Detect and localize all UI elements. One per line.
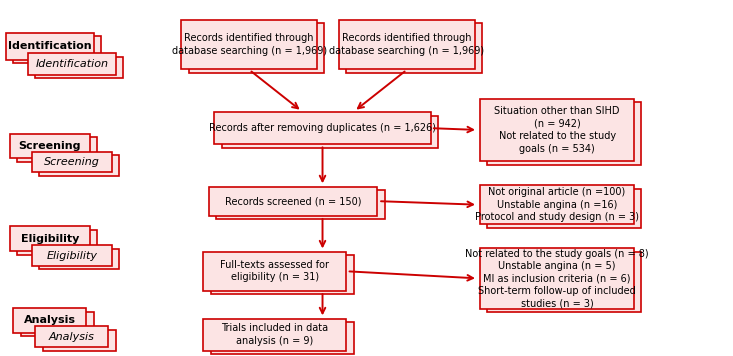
FancyBboxPatch shape xyxy=(35,57,123,78)
FancyBboxPatch shape xyxy=(39,155,119,176)
FancyBboxPatch shape xyxy=(189,23,324,73)
FancyBboxPatch shape xyxy=(487,103,641,164)
FancyBboxPatch shape xyxy=(39,249,119,269)
FancyBboxPatch shape xyxy=(203,319,346,351)
FancyBboxPatch shape xyxy=(6,33,94,59)
FancyBboxPatch shape xyxy=(17,230,97,255)
Text: Not related to the study goals (n = 8)
Unstable angina (n = 5)
MI as inclusion c: Not related to the study goals (n = 8) U… xyxy=(465,248,649,308)
FancyBboxPatch shape xyxy=(480,248,634,309)
FancyBboxPatch shape xyxy=(13,37,101,63)
Text: Not original article (n =100)
Unstable angina (n =16)
Protocol and study design : Not original article (n =100) Unstable a… xyxy=(475,187,639,222)
Text: Records screened (n = 150): Records screened (n = 150) xyxy=(225,196,361,206)
Text: Analysis: Analysis xyxy=(49,332,95,342)
FancyBboxPatch shape xyxy=(35,326,108,347)
FancyBboxPatch shape xyxy=(214,112,430,144)
FancyBboxPatch shape xyxy=(10,226,90,251)
FancyBboxPatch shape xyxy=(487,189,641,228)
FancyBboxPatch shape xyxy=(487,252,641,312)
FancyBboxPatch shape xyxy=(347,23,482,73)
FancyBboxPatch shape xyxy=(10,134,90,158)
Text: Eligibility: Eligibility xyxy=(21,234,79,244)
FancyBboxPatch shape xyxy=(43,330,116,351)
FancyBboxPatch shape xyxy=(32,245,112,266)
Text: Situation other than SIHD
(n = 942)
Not related to the study
goals (n = 534): Situation other than SIHD (n = 942) Not … xyxy=(494,106,620,153)
FancyBboxPatch shape xyxy=(17,137,97,162)
FancyBboxPatch shape xyxy=(211,322,354,354)
FancyBboxPatch shape xyxy=(480,185,634,224)
Text: Analysis: Analysis xyxy=(24,315,75,325)
Text: Identification: Identification xyxy=(8,41,92,51)
FancyBboxPatch shape xyxy=(13,308,86,333)
FancyBboxPatch shape xyxy=(32,152,112,172)
Text: Eligibility: Eligibility xyxy=(46,251,97,261)
FancyBboxPatch shape xyxy=(21,312,94,336)
FancyBboxPatch shape xyxy=(211,255,354,294)
FancyBboxPatch shape xyxy=(221,116,438,148)
Text: Full-texts assessed for
eligibility (n = 31): Full-texts assessed for eligibility (n =… xyxy=(221,260,329,282)
FancyBboxPatch shape xyxy=(216,190,385,219)
Text: Trials included in data
analysis (n = 9): Trials included in data analysis (n = 9) xyxy=(221,324,328,346)
FancyBboxPatch shape xyxy=(182,20,317,69)
Text: Screening: Screening xyxy=(44,157,100,167)
FancyBboxPatch shape xyxy=(339,20,475,69)
FancyBboxPatch shape xyxy=(203,252,346,291)
Text: Records identified through
database searching (n = 1,969): Records identified through database sear… xyxy=(172,33,327,56)
Text: Records after removing duplicates (n = 1,626): Records after removing duplicates (n = 1… xyxy=(209,123,436,133)
Text: Records identified through
database searching (n = 1,969): Records identified through database sear… xyxy=(329,33,485,56)
FancyBboxPatch shape xyxy=(28,53,116,75)
Text: Identification: Identification xyxy=(35,59,108,69)
FancyBboxPatch shape xyxy=(209,187,377,216)
FancyBboxPatch shape xyxy=(480,99,634,161)
Text: Screening: Screening xyxy=(18,141,81,151)
